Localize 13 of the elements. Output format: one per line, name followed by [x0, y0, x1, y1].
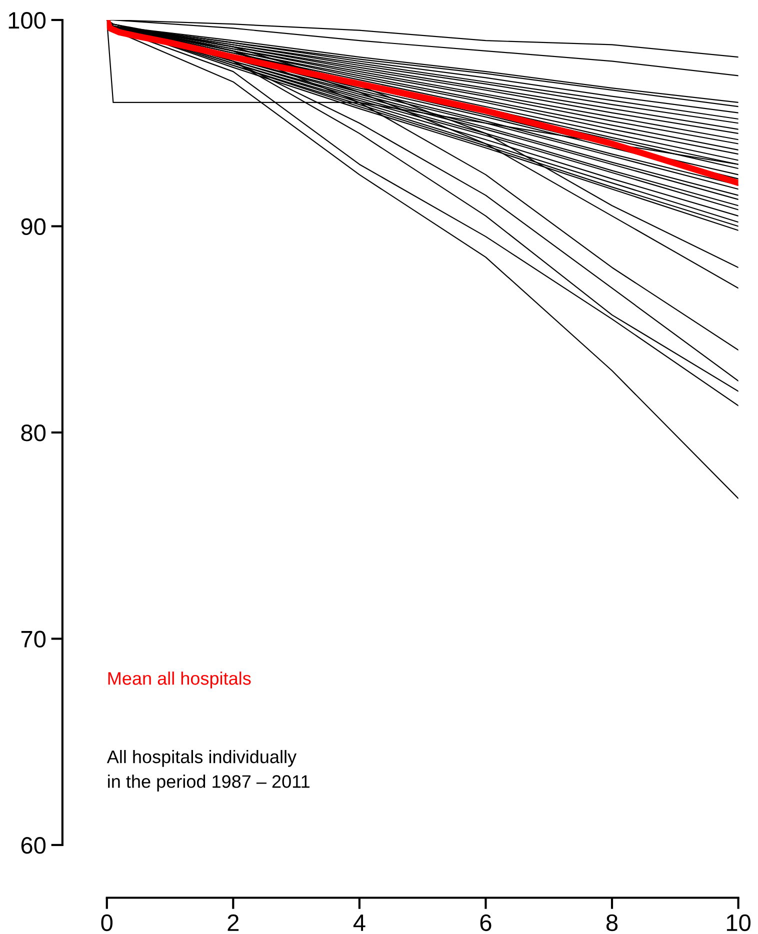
y-tick-label: 80	[21, 424, 46, 442]
x-tick-label: 8	[606, 914, 618, 932]
annotation: All hospitals individually in the period 1987 – 2011	[106, 750, 310, 792]
x-tick-label: 2	[228, 914, 239, 931]
y-tick-label: 90	[21, 218, 46, 236]
y-tick-label: 60	[21, 837, 46, 854]
y-tick-label: 100	[8, 12, 46, 29]
x-tick-label: 10	[726, 914, 750, 932]
x-tick-label: 4	[353, 914, 366, 931]
y-tick-label: 70	[21, 630, 46, 648]
x-tick-label: 6	[480, 914, 492, 932]
x-tick-label: 0	[101, 914, 113, 932]
text: Mean all hospitals	[108, 672, 251, 688]
